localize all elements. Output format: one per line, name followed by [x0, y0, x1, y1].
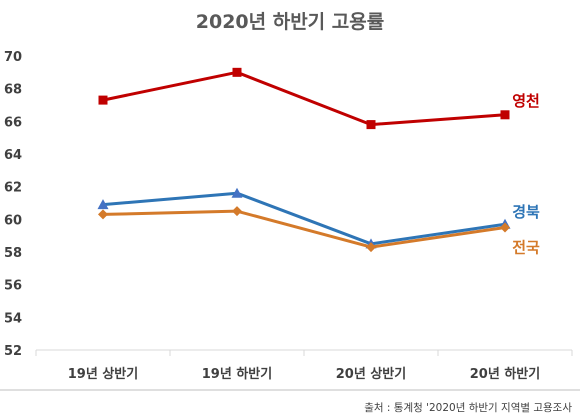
series-label: 경북: [512, 203, 540, 221]
y-tick-label: 60: [4, 213, 22, 228]
series-line: [102, 209, 506, 249]
data-point: [232, 206, 242, 217]
data-point: [500, 110, 510, 120]
series-0: 영천: [98, 67, 540, 130]
series-label: 전국: [512, 239, 540, 257]
x-tick-label: 20년 상반기: [336, 366, 406, 382]
x-axis: 19년 상반기 19년 하반기 20년 상반기 20년 하반기: [35, 350, 573, 382]
y-tick-label: 62: [4, 181, 22, 196]
data-point: [366, 120, 376, 130]
series-label: 영천: [512, 92, 540, 110]
chart-title: 2020년 하반기 고용률: [196, 11, 384, 33]
data-point: [232, 67, 242, 77]
data-point: [98, 209, 108, 220]
data-point: [98, 95, 108, 105]
y-tick-label: 64: [4, 148, 22, 163]
y-tick-label: 70: [4, 50, 22, 65]
x-tick-label: 20년 하반기: [470, 366, 540, 382]
data-point: [97, 199, 109, 210]
series-1: 경북: [97, 187, 540, 249]
series-2: 전국: [98, 206, 540, 257]
source-note: 출처 : 통계청 '2020년 하반기 지역별 고용조사: [364, 401, 572, 414]
data-point: [231, 187, 243, 198]
y-tick-label: 58: [4, 246, 22, 261]
x-tick-label: 19년 상반기: [68, 366, 138, 382]
x-tick-label: 19년 하반기: [202, 366, 272, 382]
data-point: [366, 242, 376, 253]
series-line: [102, 191, 506, 246]
y-tick-label: 56: [4, 279, 22, 294]
y-axis: 52 54 56 58 60 62 64 66 68 70: [4, 50, 22, 359]
y-tick-label: 66: [4, 115, 22, 130]
y-tick-label: 54: [4, 311, 22, 326]
y-tick-label: 52: [4, 344, 22, 359]
y-tick-label: 68: [4, 83, 22, 98]
data-point: [500, 222, 510, 233]
series-line: [102, 70, 506, 127]
